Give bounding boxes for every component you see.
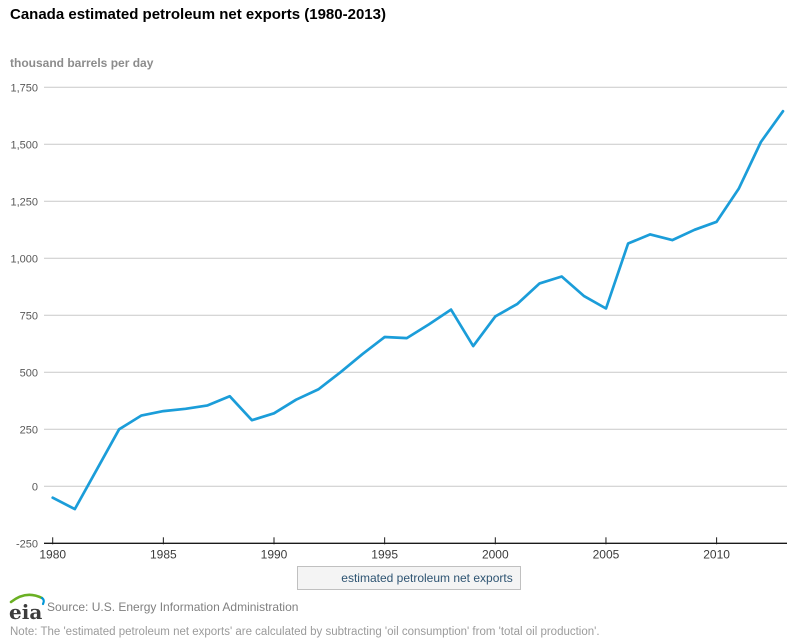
y-axis-tick-label: 1,000	[10, 253, 38, 265]
x-axis-tick-label: 2000	[482, 547, 509, 561]
source-attribution: Source: U.S. Energy Information Administ…	[47, 600, 299, 614]
x-axis-tick-label: 1980	[39, 547, 66, 561]
x-axis-tick-label: 1995	[371, 547, 398, 561]
line-chart-plot-area: -250 0 250 500 750 1,000 1,250 1,500 1,750 1980 19…	[10, 82, 787, 561]
y-axis-unit-label: thousand barrels per day	[10, 56, 154, 70]
chart-legend: estimated petroleum net exports	[297, 566, 521, 590]
chart-title: Canada estimated petroleum net exports (…	[10, 6, 386, 23]
y-axis-tick-label: 250	[20, 424, 38, 436]
x-axis-tick-label: 2010	[703, 547, 730, 561]
eia-logo: eia	[9, 593, 45, 623]
y-axis-tick-label: 1,250	[10, 196, 38, 208]
x-axis-tick-label: 2005	[593, 547, 620, 561]
y-axis-tick-label: -250	[16, 538, 38, 550]
y-axis-tick-label: 1,500	[10, 139, 38, 151]
eia-logo-text: eia	[9, 600, 42, 623]
y-axis-tick-label: 500	[20, 367, 38, 379]
y-axis-tick-label: 1,750	[10, 82, 38, 94]
x-axis-tick-label: 1990	[261, 547, 288, 561]
net-exports-line	[51, 109, 785, 511]
eia-logo-green-swoosh-icon	[9, 593, 44, 604]
y-axis-tick-label: 750	[20, 310, 38, 322]
eia-logo-blue-swoosh-icon	[40, 596, 45, 606]
y-axis-tick-label: 0	[32, 481, 38, 493]
legend-series-label: estimated petroleum net exports	[341, 571, 513, 585]
legend-line-swatch-icon	[305, 577, 333, 580]
footnote: Note: The 'estimated petroleum net expor…	[10, 626, 600, 638]
x-axis-tick-label: 1985	[150, 547, 177, 561]
